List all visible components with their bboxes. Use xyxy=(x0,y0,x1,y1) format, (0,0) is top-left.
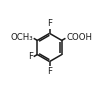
Text: OCH₃: OCH₃ xyxy=(10,33,33,42)
Text: F: F xyxy=(47,67,52,75)
Text: COOH: COOH xyxy=(66,33,92,42)
Text: F: F xyxy=(28,52,33,61)
Text: F: F xyxy=(47,19,52,28)
